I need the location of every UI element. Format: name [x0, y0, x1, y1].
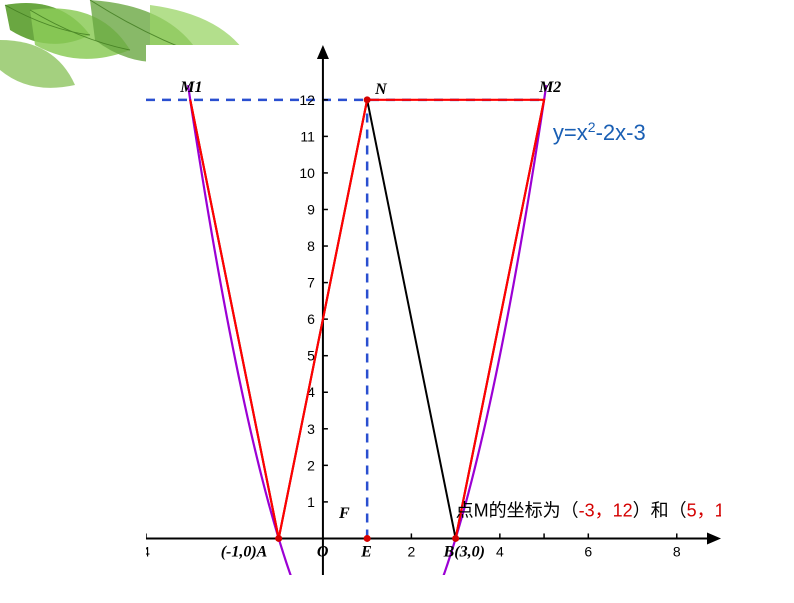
y-tick-label: 7	[307, 275, 315, 291]
y-tick-label: 8	[307, 238, 315, 254]
point-label-F: F	[338, 505, 350, 522]
equation-label: y=x2-2x-3	[553, 119, 646, 145]
plot-area: 42468123456789101112(-1,0)AB(3,0)OEFNM1M…	[146, 45, 721, 575]
point-E	[364, 535, 371, 542]
point-N	[364, 96, 371, 103]
y-axis-arrow	[317, 45, 329, 59]
x-axis-arrow	[707, 532, 721, 544]
y-tick-label: 2	[307, 457, 315, 473]
caption: 点M的坐标为（-3，12）和（5，12）	[456, 501, 721, 521]
point-label-B: B(3,0)	[443, 543, 485, 560]
y-tick-label: 1	[307, 494, 315, 510]
y-tick-label: 11	[300, 128, 315, 144]
y-tick-label: 6	[307, 311, 315, 327]
y-tick-label: 10	[299, 165, 315, 181]
x-tick-label: 8	[673, 543, 681, 559]
point-label-N: N	[374, 81, 388, 98]
y-tick-label: 12	[299, 92, 315, 108]
x-tick-label: 4	[146, 543, 150, 559]
point-label-A: (-1,0)A	[221, 543, 268, 560]
y-tick-label: 9	[307, 201, 315, 217]
point-B	[452, 535, 459, 542]
point-label-M1: M1	[179, 79, 202, 96]
x-tick-label: 4	[496, 543, 504, 559]
y-tick-label: 3	[307, 421, 315, 437]
point-label-M2: M2	[538, 79, 561, 96]
point-A	[275, 535, 282, 542]
point-label-O: O	[317, 543, 329, 560]
x-tick-label: 6	[584, 543, 592, 559]
x-tick-label: 2	[407, 543, 415, 559]
plot-svg: 42468123456789101112(-1,0)AB(3,0)OEFNM1M…	[146, 45, 721, 575]
point-label-E: E	[360, 543, 372, 560]
